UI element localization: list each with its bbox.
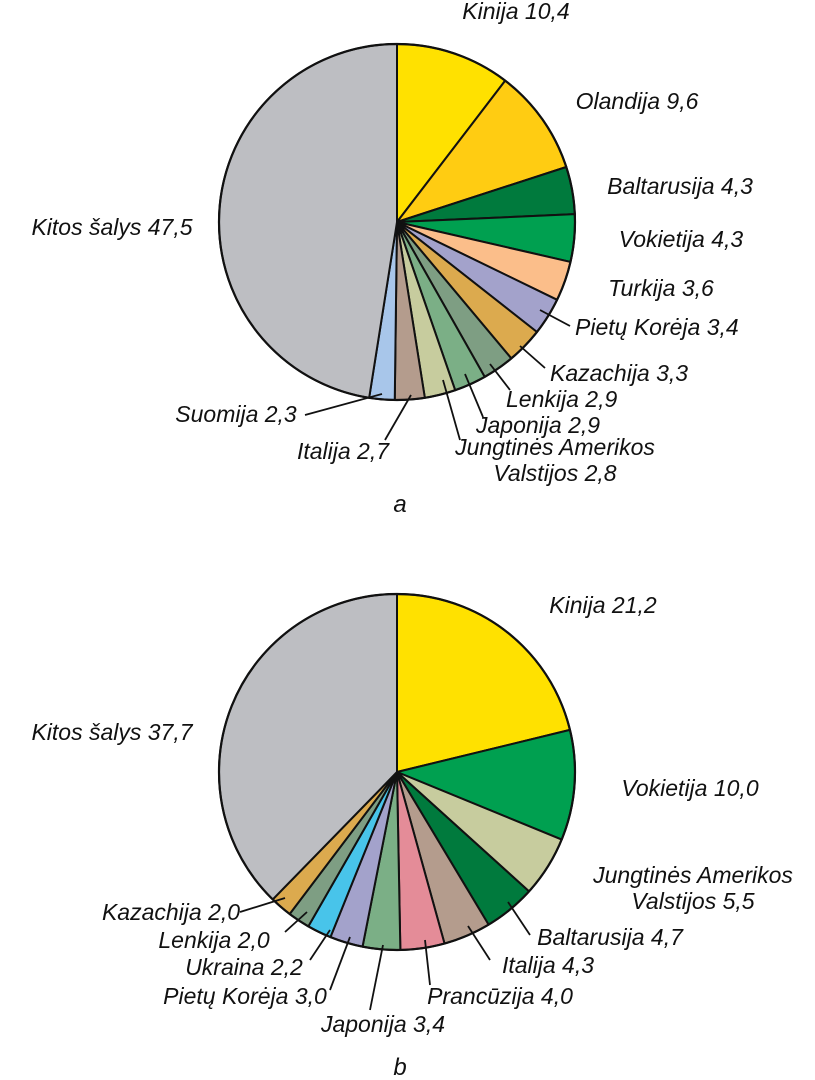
- pie-a-label-jungtines-amerikos-valstijos-2-8: Jungtinės Amerikos Valstijos 2,8: [454, 434, 655, 486]
- pie-a-label-pietu-koreja-3-4: Pietų Korėja 3,4: [575, 314, 739, 340]
- pie-b-label-kinija-21-2: Kinija 21,2: [549, 592, 657, 618]
- pie-b-caption: b: [393, 1054, 406, 1080]
- pie-a-leader-suomija-2-3: [304, 393, 383, 416]
- pie-b-label-pietu-koreja-3-0: Pietų Korėja 3,0: [163, 983, 327, 1009]
- pie-a-slice-kitos-salys-47-5: [218, 43, 398, 399]
- pie-b-leader-lenkija-2-0: [284, 911, 308, 933]
- pie-b-label-kazachija-2-0: Kazachija 2,0: [102, 899, 240, 925]
- pie-a-label-kazachija-3-3: Kazachija 3,3: [550, 360, 688, 386]
- pie-b-label-jungtines-amerikos-valstijos-5-5: Jungtinės Amerikos Valstijos 5,5: [592, 862, 793, 914]
- pie-b-leader-ukraina-2-2: [309, 929, 331, 961]
- pie-b-label-lenkija-2-0: Lenkija 2,0: [158, 927, 269, 953]
- pie-b-label-italija-4-3: Italija 4,3: [502, 952, 594, 978]
- pie-a-label-japonija-2-9: Japonija 2,9: [475, 412, 600, 438]
- pie-a-leader-japonija-2-9: [464, 373, 484, 418]
- pie-b-leader-japonija-3-4: [369, 944, 384, 1011]
- pie-a-outline: [217, 42, 577, 402]
- pie-b-label-baltarusija-4-7: Baltarusija 4,7: [537, 924, 684, 950]
- pie-b-leader-italija-4-3: [467, 925, 491, 961]
- pie-a-label-baltarusija-4-3: Baltarusija 4,3: [607, 173, 753, 199]
- pie-b-label-kitos-salys-37-7: Kitos šalys 37,7: [31, 719, 193, 745]
- pie-a-label-olandija-9-6: Olandija 9,6: [576, 88, 699, 114]
- pie-a-label-italija-2-7: Italija 2,7: [297, 438, 390, 464]
- pie-a-caption: a: [393, 491, 406, 518]
- pie-a-label-suomija-2-3: Suomija 2,3: [175, 401, 297, 427]
- pie-a-label-kinija-10-4: Kinija 10,4: [462, 0, 569, 24]
- pie-a-leader-pietu-koreja-3-4: [539, 309, 571, 327]
- pie-b-leader-baltarusija-4-7: [507, 901, 531, 936]
- pie-b-outline: [217, 592, 577, 952]
- pie-chart-a: Kinija 10,4 Olandija 9,6 Baltarusija 4,3 Vo…: [31, 0, 753, 518]
- pie-a-label-lenkija-2-9: Lenkija 2,9: [506, 386, 617, 412]
- pie-a-label-vokietija-4-3: Vokietija 4,3: [619, 226, 744, 252]
- pie-b-label-vokietija-10-0: Vokietija 10,0: [621, 775, 758, 801]
- pie-chart-b: Kinija 21,2 Vokietija 10,0 Jungtinės Ameri…: [31, 592, 793, 1080]
- pie-a-label-turkija-3-6: Turkija 3,6: [608, 275, 714, 301]
- pie-a-leader-jungtines-amerikos-valstijos-2-8: [442, 379, 461, 441]
- pie-b-leader-kazachija-2-0: [239, 897, 286, 913]
- pie-b-leader-pietu-koreja-3-0: [329, 936, 351, 991]
- pie-b-label-ukraina-2-2: Ukraina 2,2: [185, 954, 303, 980]
- pie-a-label-kitos-salys-47-5: Kitos šalys 47,5: [31, 214, 192, 240]
- pie-a-leader-lenkija-2-9: [489, 363, 511, 391]
- pie-b-label-prancuzija-4-0: Prancūzija 4,0: [427, 983, 573, 1009]
- pie-a-leader-kazachija-3-3: [519, 345, 546, 369]
- pie-a-leader-italija-2-7: [384, 394, 412, 441]
- pie-b-leader-prancuzija-4-0: [424, 939, 431, 986]
- pie-b-label-japonija-3-4: Japonija 3,4: [320, 1011, 445, 1037]
